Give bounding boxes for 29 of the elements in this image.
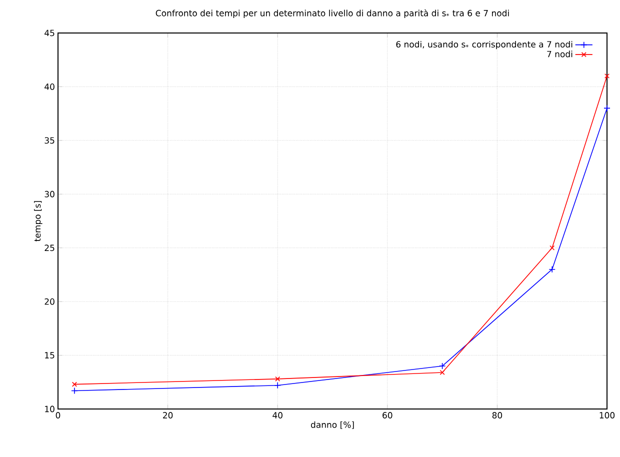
- y-tick-label: 25: [44, 244, 54, 252]
- y-tick-label: 40: [44, 84, 54, 90]
- x-tick-label: 60: [382, 412, 392, 418]
- x-axis-title: danno [%]: [310, 421, 354, 429]
- point: [275, 376, 280, 382]
- x-tick-label: 20: [163, 412, 173, 418]
- y-tick-label: 30: [44, 190, 54, 198]
- y-axis-title: tempo [s]: [34, 201, 42, 242]
- point: [548, 266, 556, 273]
- x-tick-label: 40: [272, 412, 282, 418]
- legend-label: 7 nodi: [547, 50, 572, 58]
- x-tick-label: 80: [492, 412, 502, 418]
- point: [438, 362, 446, 370]
- x-tick-label: 100: [600, 412, 615, 418]
- point: [440, 370, 445, 375]
- y-tick-label: 20: [44, 298, 54, 305]
- point: [604, 104, 610, 112]
- legend-label: 6 nodi, usando s$_{*}$ corrispondente a 7 nodi: [396, 40, 572, 50]
- point: [72, 382, 77, 387]
- point: [604, 73, 610, 78]
- point: [274, 382, 282, 389]
- y-tick-label: 45: [44, 30, 54, 36]
- point: [550, 245, 555, 250]
- point: [71, 387, 78, 394]
- y-tick-label: 35: [44, 137, 54, 144]
- x-tick-label: 0: [56, 412, 60, 418]
- y-tick-label: 15: [45, 352, 54, 358]
- chart-title: Confronto dei tempi per un determinato livello di danno a parità di s$_{*}$ tra 6 e 7 nodi: [156, 9, 509, 18]
- y-tick-label: 10: [45, 406, 54, 412]
